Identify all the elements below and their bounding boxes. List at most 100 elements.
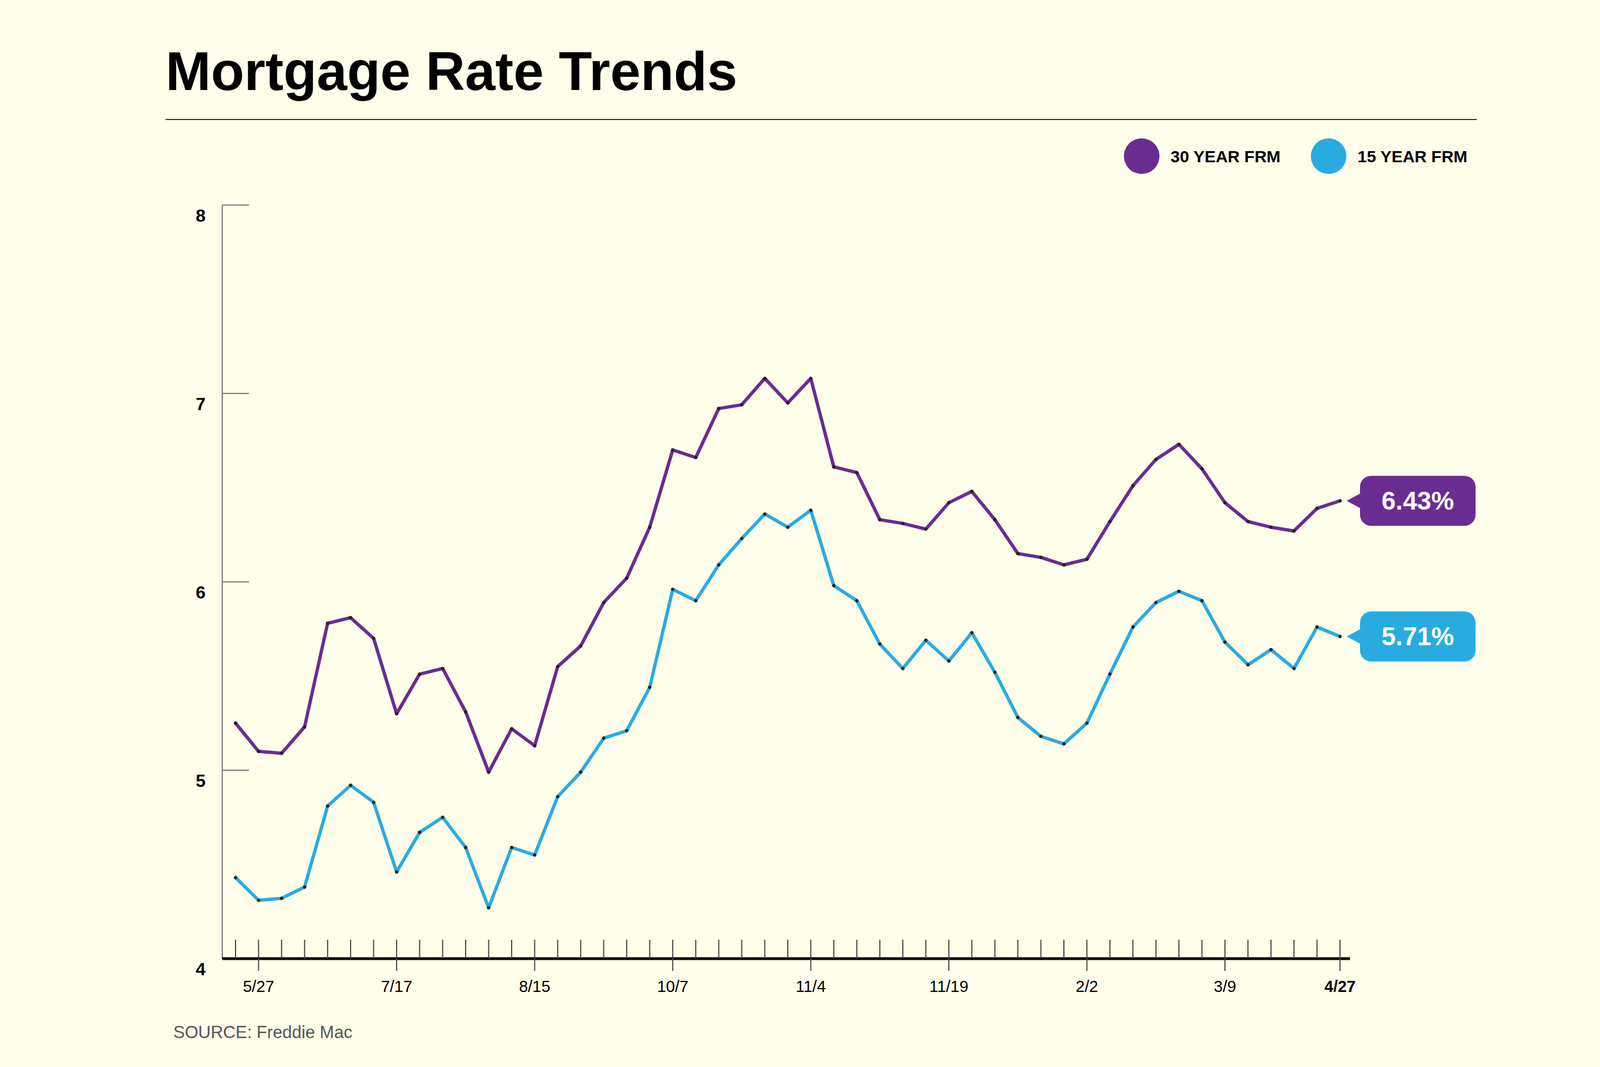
- series-point: [878, 517, 882, 522]
- series-point: [556, 794, 560, 798]
- y-tick-label: 5: [195, 770, 206, 791]
- series-point: [993, 517, 997, 522]
- series-point: [1131, 625, 1135, 629]
- series-point: [1016, 551, 1020, 555]
- title-rule: [165, 118, 1477, 120]
- x-tick: [672, 939, 674, 971]
- series-point: [1177, 442, 1181, 447]
- x-tick-label: 2/2: [1075, 977, 1098, 995]
- series-point: [1315, 625, 1319, 629]
- x-tick: [235, 939, 237, 959]
- x-tick: [396, 939, 398, 971]
- series-point: [1200, 598, 1204, 603]
- end-badge-box: [1360, 611, 1476, 662]
- series-point: [1039, 734, 1043, 738]
- series-point: [855, 470, 859, 474]
- end-badge-pointer: [1346, 492, 1362, 509]
- series-point: [924, 638, 928, 642]
- series-point: [1246, 520, 1250, 524]
- x-tick: [257, 939, 259, 971]
- series-point: [532, 743, 537, 748]
- x-tick: [718, 939, 720, 959]
- legend: 30 YEAR FRM 15 YEAR FRM: [1123, 138, 1468, 174]
- series-point: [441, 815, 445, 819]
- series-point: [463, 710, 468, 714]
- x-tick: [1178, 939, 1180, 959]
- x-tick: [879, 939, 881, 959]
- x-tick: [1109, 939, 1111, 959]
- x-axis: 5/277/178/1510/711/411/192/23/94/27: [222, 939, 1356, 995]
- series-point: [1269, 647, 1273, 652]
- x-tick: [948, 939, 950, 971]
- x-tick: [1040, 939, 1042, 959]
- x-tick: [971, 939, 973, 959]
- x-tick: [925, 939, 927, 959]
- x-tick: [281, 939, 283, 959]
- series-point: [947, 658, 951, 663]
- series-point: [1223, 640, 1227, 644]
- series-point: [578, 770, 583, 774]
- y-tick: [222, 581, 249, 583]
- x-tick: [418, 939, 420, 959]
- series-point: [532, 853, 537, 857]
- series-point: [1292, 528, 1296, 533]
- series-point: [1085, 721, 1089, 725]
- x-tick: [810, 939, 812, 971]
- x-tick: [1017, 939, 1019, 959]
- legend-label: 30 YEAR FRM: [1170, 147, 1281, 166]
- series-point: [326, 803, 330, 808]
- x-tick: [833, 939, 835, 959]
- legend-label: 15 YEAR FRM: [1357, 147, 1468, 166]
- series-point: [510, 845, 514, 849]
- y-tick-label: 4: [195, 958, 206, 979]
- series-point: [648, 685, 652, 689]
- source: SOURCE: Freddie Mac: [173, 1022, 353, 1042]
- x-tick: [327, 939, 329, 959]
- x-tick: [1270, 939, 1272, 959]
- x-tick: [626, 939, 628, 959]
- x-tick: [1293, 939, 1295, 959]
- x-tick-label: 5/27: [242, 977, 274, 995]
- series-point: [1315, 506, 1319, 510]
- series-line: [235, 378, 1340, 773]
- series-point: [808, 508, 813, 512]
- y-axis: 45678: [195, 205, 249, 979]
- series-point: [1039, 555, 1043, 559]
- series-point: [693, 455, 698, 459]
- series-point: [487, 905, 491, 909]
- series-point: [1062, 742, 1066, 746]
- series-point: [832, 465, 836, 469]
- series-point: [578, 643, 583, 648]
- series-point: [487, 770, 491, 774]
- x-tick: [1316, 939, 1318, 959]
- series-point: [1223, 501, 1227, 505]
- x-tick-label: 3/9: [1213, 977, 1237, 995]
- series-point: [510, 726, 514, 730]
- series-point: [417, 830, 422, 834]
- series-point: [1292, 666, 1296, 670]
- y-tick: [222, 769, 249, 771]
- x-tick: [1086, 939, 1088, 971]
- series-point: [1200, 467, 1204, 471]
- series-point: [463, 845, 468, 849]
- plot-area: [233, 376, 1342, 910]
- series-point: [372, 800, 376, 804]
- series-point: [1085, 557, 1089, 561]
- series-point: [717, 406, 721, 410]
- x-tick: [994, 939, 996, 959]
- x-tick: [1247, 939, 1249, 959]
- series-point: [556, 665, 560, 669]
- x-tick: [1155, 939, 1157, 959]
- x-tick: [1339, 939, 1341, 971]
- series-point: [441, 666, 445, 670]
- x-tick: [649, 939, 651, 959]
- series-point: [924, 527, 928, 531]
- series-point: [648, 525, 652, 529]
- x-tick: [511, 939, 513, 959]
- series-point: [763, 376, 767, 380]
- series-point: [1269, 525, 1273, 529]
- x-tick-label: 8/15: [518, 977, 550, 995]
- x-tick: [603, 939, 605, 959]
- end-label: 5.71%: [1381, 621, 1454, 651]
- x-tick: [856, 939, 858, 959]
